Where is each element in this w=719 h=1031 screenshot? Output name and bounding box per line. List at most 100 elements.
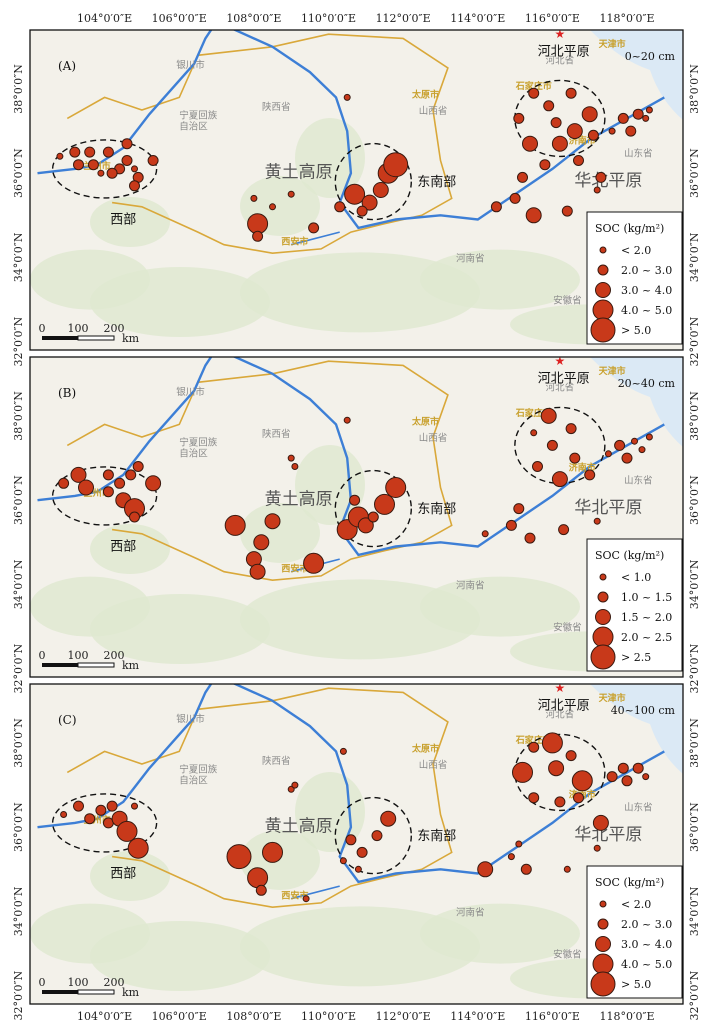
place-label-hebei_prov: 河北省 bbox=[546, 709, 575, 721]
terrain-patch bbox=[90, 594, 270, 664]
terrain-patch bbox=[420, 249, 580, 310]
soc-point bbox=[247, 213, 269, 235]
map-frame bbox=[29, 29, 684, 351]
place-label-henan: 河南省 bbox=[456, 907, 485, 919]
soc-point bbox=[524, 532, 536, 544]
soc-point bbox=[563, 865, 571, 873]
soc-point bbox=[621, 452, 633, 464]
soc-point bbox=[308, 222, 320, 234]
soc-point bbox=[303, 552, 325, 574]
scalebar-label: 100 bbox=[68, 322, 89, 335]
lon-tick-top: 106°0′0″E bbox=[152, 12, 207, 25]
terrain-patch bbox=[240, 906, 480, 987]
soc-point bbox=[249, 563, 266, 580]
legend-label: < 1.0 bbox=[621, 571, 651, 584]
soc-point bbox=[515, 840, 523, 848]
lon-tick-top: 114°0′0″E bbox=[450, 12, 505, 25]
place-label-shandong: 山东省 bbox=[624, 474, 653, 486]
soc-point bbox=[528, 792, 540, 804]
loess-boundary bbox=[66, 33, 453, 255]
terrain-patch bbox=[420, 576, 580, 637]
soc-point bbox=[287, 454, 295, 462]
legend-symbol bbox=[595, 609, 611, 625]
soc-point bbox=[490, 201, 502, 213]
soc-point bbox=[380, 810, 397, 827]
soc-point bbox=[573, 155, 584, 166]
place-label-anhui: 安徽省 bbox=[553, 949, 582, 961]
soc-point bbox=[548, 760, 565, 777]
scalebar-label: 100 bbox=[68, 976, 89, 989]
place-label-xian: 西安市 bbox=[281, 563, 308, 575]
place-label-shanxi: 山西省 bbox=[419, 432, 448, 444]
soc-point bbox=[125, 469, 137, 481]
soc-point bbox=[69, 146, 81, 158]
soc-point bbox=[540, 407, 557, 424]
soc-point bbox=[642, 114, 650, 122]
wei-river bbox=[290, 885, 340, 900]
region-circle-west bbox=[51, 466, 158, 526]
lat-tick-left: 38°0′0″N bbox=[12, 64, 25, 114]
panel-letter: (A) bbox=[58, 59, 76, 73]
soc-point bbox=[127, 837, 149, 859]
place-label-henan: 河南省 bbox=[456, 580, 485, 592]
legend-symbol bbox=[597, 264, 609, 276]
depth-label: 40~100 cm bbox=[611, 704, 676, 717]
legend-symbol bbox=[597, 591, 609, 603]
place-label-yinchuan: 银川市 bbox=[176, 59, 205, 71]
soc-point bbox=[573, 792, 584, 804]
place-label-shanxi: 山西省 bbox=[419, 105, 448, 117]
legend-symbol bbox=[592, 626, 614, 648]
legend-symbol bbox=[595, 936, 611, 952]
lon-tick-bottom: 106°0′0″E bbox=[152, 1010, 207, 1023]
place-label-ningxia-2: 自治区 bbox=[179, 447, 208, 459]
place-label-ningxia-2: 自治区 bbox=[179, 120, 208, 132]
lat-tick-left: 34°0′0″N bbox=[12, 886, 25, 936]
soc-point bbox=[131, 802, 138, 810]
soc-point bbox=[102, 486, 114, 498]
soc-point bbox=[621, 775, 633, 787]
soc-point bbox=[56, 152, 64, 160]
region-circle-west bbox=[51, 793, 158, 853]
soc-point bbox=[581, 106, 598, 123]
soc-point bbox=[625, 125, 637, 137]
soc-point bbox=[334, 201, 346, 213]
region-label-hebei: 河北平原 bbox=[538, 371, 590, 386]
scalebar-black bbox=[42, 663, 78, 667]
terrain-patch bbox=[420, 903, 580, 964]
soc-point bbox=[606, 771, 618, 783]
soc-point bbox=[617, 112, 629, 124]
sea bbox=[590, 684, 683, 774]
region-circle-southeast bbox=[334, 796, 412, 875]
soc-point bbox=[357, 517, 374, 534]
soc-point bbox=[73, 159, 84, 171]
lon-tick-bottom: 110°0′0″E bbox=[301, 1010, 356, 1023]
soc-point bbox=[262, 841, 283, 863]
region-label-west: 西部 bbox=[110, 213, 136, 228]
scalebar-black bbox=[42, 336, 78, 340]
soc-point bbox=[638, 446, 646, 454]
lat-tick-left: 36°0′0″N bbox=[12, 802, 25, 852]
soc-point bbox=[558, 524, 570, 536]
legend-label: > 5.0 bbox=[621, 324, 651, 337]
region-label-loess: 黄土高原 bbox=[265, 816, 333, 836]
lat-tick-right: 34°0′0″N bbox=[688, 232, 701, 282]
legend-label: 1.5 ~ 2.0 bbox=[621, 611, 672, 624]
lon-tick-top: 112°0′0″E bbox=[376, 12, 431, 25]
soc-point bbox=[539, 159, 551, 171]
place-label-tianjin: 天津市 bbox=[599, 38, 626, 50]
soc-point bbox=[116, 820, 138, 842]
soc-point bbox=[145, 475, 162, 492]
place-label-hebei_prov: 河北省 bbox=[546, 55, 575, 67]
legend-symbol bbox=[595, 282, 611, 298]
panel-letter: (B) bbox=[58, 386, 76, 400]
lat-tick-right: 32°0′0″N bbox=[688, 643, 701, 693]
scalebar-white bbox=[77, 662, 115, 668]
terrain-patch bbox=[90, 921, 270, 991]
legend-symbol bbox=[592, 299, 614, 321]
scalebar-unit: km bbox=[122, 986, 140, 999]
yellow-river bbox=[37, 30, 665, 230]
legend-label: 4.0 ~ 5.0 bbox=[621, 958, 672, 971]
soc-point bbox=[147, 155, 159, 166]
capital-star-icon: ★ bbox=[554, 681, 565, 695]
soc-point bbox=[70, 466, 87, 483]
